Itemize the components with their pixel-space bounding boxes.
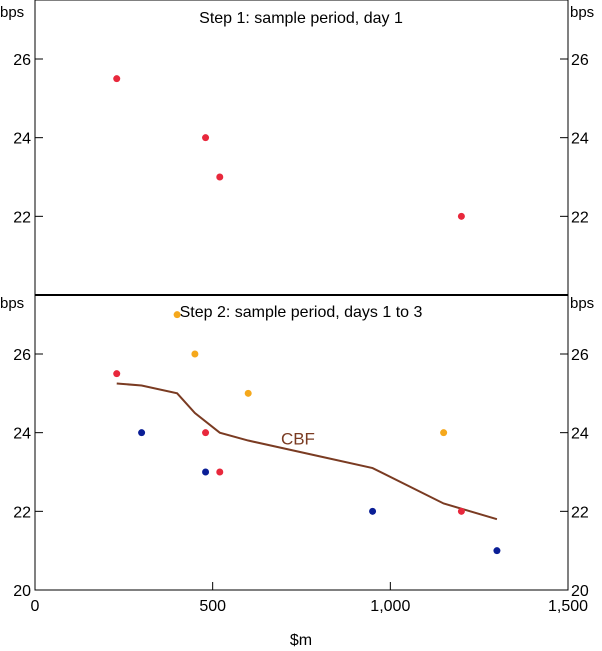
panel-2-title: Step 2: sample period, days 1 to 3 bbox=[180, 304, 423, 321]
data-point-day-1 bbox=[216, 468, 224, 476]
panel-1-points bbox=[113, 75, 465, 220]
x-tick-label: 500 bbox=[199, 598, 226, 615]
data-point-day-1 bbox=[202, 134, 210, 142]
x-tick-label: 1,500 bbox=[548, 598, 588, 615]
panel-step-1: Step 1: sample period, day 1 bps bps 22 2… bbox=[0, 0, 594, 296]
y-tick-label-left: 26 bbox=[13, 347, 31, 364]
y-tick-label-left: 20 bbox=[13, 583, 31, 600]
panel-step-2: Step 2: sample period, days 1 to 3 bps b… bbox=[0, 294, 594, 615]
y-tick-label-left: 24 bbox=[13, 131, 31, 148]
data-point-day-1 bbox=[202, 429, 210, 437]
y-tick-label-left: 22 bbox=[13, 504, 31, 521]
y-tick-label-right: 24 bbox=[571, 131, 589, 148]
data-point-day-3 bbox=[202, 468, 210, 476]
data-point-day-1 bbox=[113, 370, 121, 378]
panel-1-y-unit-right: bps bbox=[570, 4, 594, 21]
panel-1-y-unit-left: bps bbox=[0, 4, 24, 21]
y-tick-label-right: 24 bbox=[571, 426, 589, 443]
panel-2-y-unit-left: bps bbox=[0, 295, 24, 312]
panel-1-frame bbox=[34, 0, 569, 296]
x-tick-label: 0 bbox=[31, 598, 40, 615]
cbf-label: CBF bbox=[281, 430, 315, 449]
y-tick-label-left: 22 bbox=[13, 209, 31, 226]
x-axis-ticks: 0 500 1,000 1,500 bbox=[31, 582, 588, 615]
data-point-day-1 bbox=[457, 212, 465, 220]
data-point-day-3 bbox=[369, 507, 377, 515]
panel-2-y-unit-right: bps bbox=[570, 295, 594, 312]
y-tick-label-right: 22 bbox=[571, 209, 589, 226]
panel-2-y-ticks: 20 20 22 22 24 24 26 26 bbox=[13, 347, 589, 600]
y-tick-label-left: 26 bbox=[13, 52, 31, 69]
data-point-day-1 bbox=[457, 507, 465, 515]
data-point-day-2 bbox=[244, 389, 252, 397]
panel-1-title: Step 1: sample period, day 1 bbox=[199, 10, 403, 27]
y-tick-label-right: 26 bbox=[571, 52, 589, 69]
panel-2-points bbox=[113, 311, 501, 555]
y-tick-label-right: 20 bbox=[571, 583, 589, 600]
x-tick-label: 1,000 bbox=[370, 598, 410, 615]
data-point-day-3 bbox=[138, 429, 146, 437]
y-tick-label-left: 24 bbox=[13, 426, 31, 443]
data-point-day-2 bbox=[440, 429, 448, 437]
data-point-day-2 bbox=[173, 311, 181, 319]
data-point-day-1 bbox=[216, 173, 224, 181]
cbf-line bbox=[116, 382, 498, 521]
data-point-day-1 bbox=[113, 75, 121, 83]
data-point-day-3 bbox=[493, 547, 501, 555]
panel-1-y-ticks: 22 22 24 24 26 26 bbox=[13, 52, 589, 226]
y-tick-label-right: 26 bbox=[571, 347, 589, 364]
data-point-day-2 bbox=[191, 350, 199, 358]
y-tick-label-right: 22 bbox=[571, 504, 589, 521]
x-axis-label: $m bbox=[290, 632, 312, 649]
